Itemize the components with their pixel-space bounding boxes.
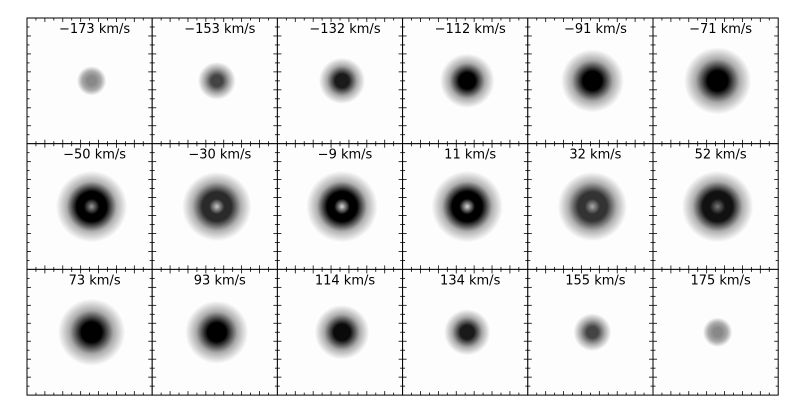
panel: 134 km/s [402, 268, 529, 396]
velocity-label: −71 km/s [689, 22, 752, 37]
velocity-label: −30 km/s [188, 148, 251, 163]
emission-blob [684, 47, 752, 115]
panel: −153 km/s [151, 17, 278, 145]
velocity-label: −50 km/s [63, 148, 126, 163]
emission-blob [431, 170, 503, 243]
panel: 93 km/s [151, 268, 278, 396]
emission-blob [55, 170, 128, 243]
panel: 155 km/s [527, 268, 654, 396]
velocity-label: 52 km/s [695, 148, 747, 163]
panel: 73 km/s [26, 268, 153, 396]
panel: 175 km/s [652, 268, 779, 396]
emission-blob [197, 61, 236, 100]
panel: 11 km/s [402, 143, 529, 270]
velocity-label: 114 km/s [315, 273, 376, 288]
emission-blob [58, 298, 126, 366]
velocity-label: 134 km/s [440, 273, 501, 288]
velocity-label: 32 km/s [569, 148, 621, 163]
panel: −9 km/s [276, 143, 404, 270]
panel: −71 km/s [652, 17, 779, 145]
velocity-label: −9 km/s [318, 148, 373, 163]
panel: −173 km/s [26, 17, 153, 145]
emission-blob [185, 300, 249, 364]
panel: −91 km/s [527, 17, 654, 145]
emission-blob [318, 57, 366, 104]
emission-blob [573, 313, 612, 352]
emission-blob [182, 171, 252, 242]
panel: 32 km/s [527, 143, 654, 270]
emission-blob [306, 170, 378, 243]
panel: 114 km/s [276, 268, 404, 396]
velocity-label: 73 km/s [69, 273, 121, 288]
velocity-label: −91 km/s [564, 22, 627, 37]
emission-blob [560, 49, 624, 113]
emission-blob [444, 309, 491, 356]
velocity-label: −173 km/s [59, 22, 130, 37]
panel: −112 km/s [402, 17, 529, 145]
panel: −30 km/s [151, 143, 278, 270]
panel: −132 km/s [276, 17, 404, 145]
emission-blob [557, 171, 628, 242]
velocity-label: 175 km/s [690, 273, 751, 288]
emission-blob [314, 304, 370, 360]
velocity-label: −153 km/s [184, 22, 255, 37]
emission-blob [76, 66, 107, 96]
velocity-label: 155 km/s [565, 273, 626, 288]
velocity-label: 11 km/s [444, 148, 496, 163]
panel: −50 km/s [26, 143, 153, 270]
emission-blob [702, 317, 733, 347]
velocity-label: 93 km/s [194, 273, 246, 288]
panel: 52 km/s [652, 143, 779, 270]
emission-blob [681, 170, 754, 243]
emission-blob [439, 53, 495, 109]
velocity-label: −132 km/s [309, 22, 380, 37]
velocity-label: −112 km/s [435, 22, 506, 37]
